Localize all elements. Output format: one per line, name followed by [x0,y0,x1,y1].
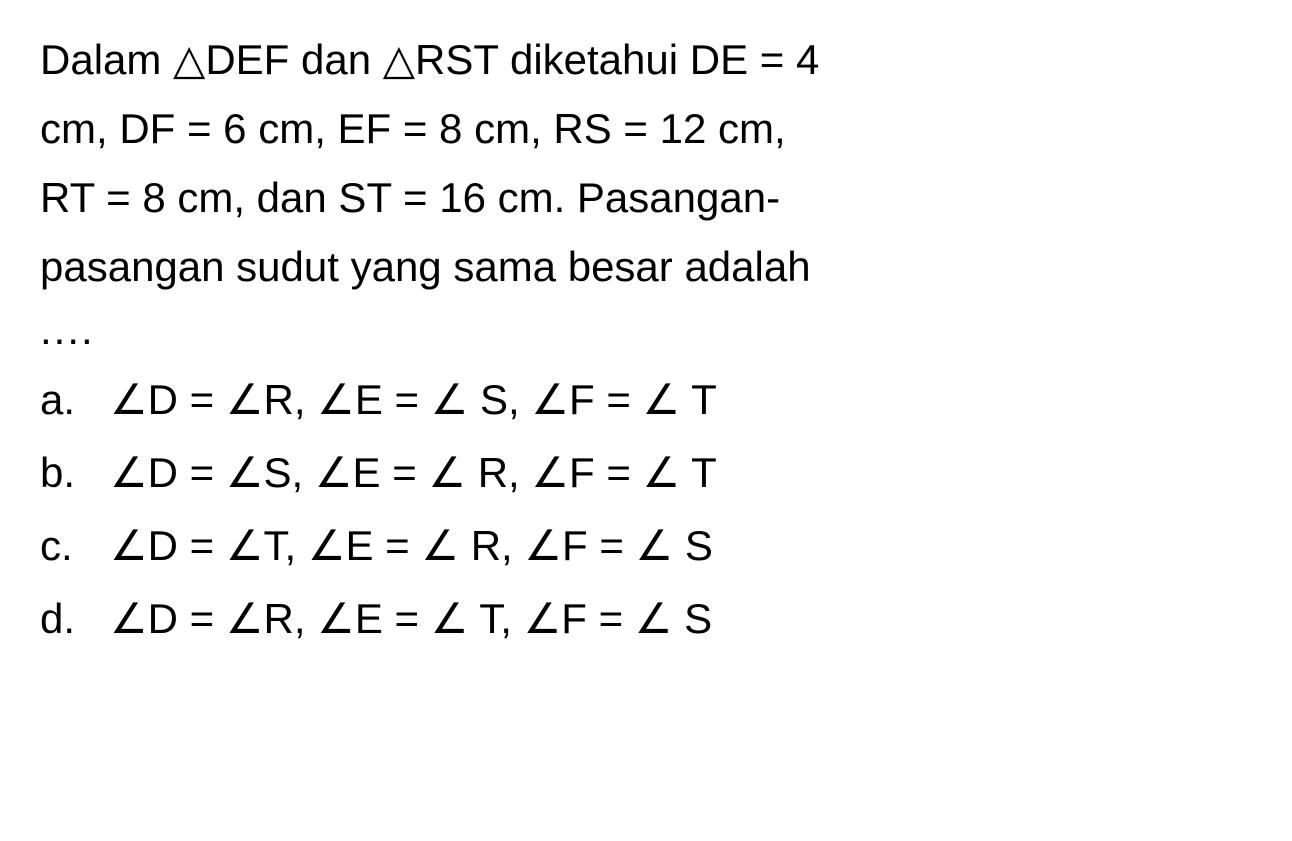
question-line-2: cm, DF = 6 cm, EF = 8 cm, RS = 12 cm, [40,99,1252,160]
option-content-b: ∠D = ∠S, ∠E = ∠ R, ∠F = ∠ T [110,439,1252,506]
question-line-1: Dalam △DEF dan △RST diketahui DE = 4 [40,30,1252,91]
option-d: d. ∠D = ∠R, ∠E = ∠ T, ∠F = ∠ S [40,585,1252,652]
option-letter-d: d. [40,585,110,652]
question-line-3: RT = 8 cm, dan ST = 16 cm. Pasangan- [40,168,1252,229]
option-letter-b: b. [40,439,110,506]
option-content-d: ∠D = ∠R, ∠E = ∠ T, ∠F = ∠ S [110,585,1252,652]
option-content-a: ∠D = ∠R, ∠E = ∠ S, ∠F = ∠ T [110,366,1252,433]
option-a: a. ∠D = ∠R, ∠E = ∠ S, ∠F = ∠ T [40,366,1252,433]
option-letter-c: c. [40,512,110,579]
question-line-4: pasangan sudut yang sama besar adalah [40,237,1252,298]
option-c: c. ∠D = ∠T, ∠E = ∠ R, ∠F = ∠ S [40,512,1252,579]
option-letter-a: a. [40,366,110,433]
option-b: b. ∠D = ∠S, ∠E = ∠ R, ∠F = ∠ T [40,439,1252,506]
options-container: a. ∠D = ∠R, ∠E = ∠ S, ∠F = ∠ T b. ∠D = ∠… [40,366,1252,653]
option-content-c: ∠D = ∠T, ∠E = ∠ R, ∠F = ∠ S [110,512,1252,579]
question-ellipsis: .... [40,306,1252,354]
